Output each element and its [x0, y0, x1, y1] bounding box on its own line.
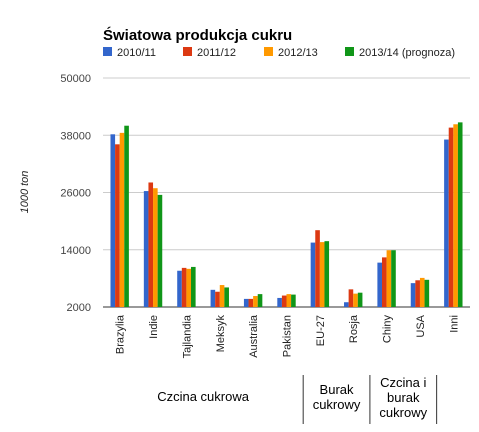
legend-swatch	[103, 47, 112, 56]
bar	[124, 125, 129, 307]
y-tick-label: 50000	[60, 73, 91, 85]
bar	[348, 289, 354, 307]
legend-label: 2013/14 (prognoza)	[359, 47, 455, 59]
category-label: Pakistan	[282, 315, 294, 357]
bar	[257, 294, 263, 307]
bar	[419, 277, 425, 307]
bar	[219, 285, 225, 307]
bar	[224, 287, 229, 307]
category-label: USA	[415, 314, 427, 337]
category-label: Brazylia	[115, 314, 127, 354]
category-label: Rosja	[348, 314, 360, 343]
bar	[357, 292, 363, 307]
legend-swatch	[264, 47, 273, 56]
legend-swatch	[183, 47, 192, 56]
y-tick-label: 26000	[60, 188, 91, 200]
bar	[115, 144, 120, 307]
category-labels: Brazylia Indie Tajlandia Meksyk Australia Pak…	[115, 314, 461, 358]
bar	[448, 127, 454, 307]
bars	[110, 122, 463, 308]
bar	[353, 293, 358, 307]
bar	[215, 291, 220, 307]
bar	[186, 268, 192, 307]
bar	[210, 289, 216, 307]
group-label: Czcina cukrowa	[157, 389, 250, 404]
bar	[410, 283, 416, 307]
category-label: Meksyk	[215, 315, 227, 353]
bar	[157, 194, 163, 307]
legend-label: 2011/12	[197, 47, 236, 59]
bar	[143, 191, 149, 307]
legend-swatch	[345, 47, 354, 56]
bar	[148, 182, 154, 307]
category-label: Australia	[248, 314, 260, 358]
bar	[315, 230, 320, 307]
bar	[286, 294, 292, 307]
bar	[444, 139, 449, 307]
group-label: cukrowy	[379, 405, 427, 420]
bar	[110, 134, 116, 307]
bar	[344, 302, 349, 307]
legend-label: 2010/11	[117, 47, 156, 59]
bar	[248, 298, 254, 307]
y-axis-label: 1000 ton	[19, 171, 31, 214]
bar	[281, 295, 287, 307]
legend: 2010/11 2011/12 2012/13 2013/14 (prognoza)	[103, 47, 455, 59]
bar	[181, 267, 187, 307]
y-tick-label: 38000	[60, 130, 91, 142]
bar	[453, 124, 458, 307]
category-label: Indie	[148, 315, 160, 339]
category-label: Inni	[448, 315, 460, 333]
bar	[319, 242, 325, 307]
bar	[391, 250, 396, 307]
chart-title: Światowa produkcja cukru	[103, 26, 292, 44]
bar	[243, 298, 249, 307]
group-label: Czcina i	[380, 375, 426, 390]
group-label: cukrowy	[313, 397, 361, 412]
bar	[324, 241, 330, 307]
category-label: Chiny	[382, 315, 394, 344]
bar	[191, 266, 196, 307]
category-label: EU-27	[315, 315, 327, 346]
bar	[381, 257, 387, 307]
y-tick-label: 2000	[67, 302, 91, 314]
bar	[253, 296, 258, 307]
bar	[153, 188, 158, 307]
bar	[415, 280, 420, 307]
group-label: burak	[387, 390, 420, 405]
y-tick-label: 14000	[60, 245, 91, 257]
bar	[386, 250, 392, 307]
grid	[103, 77, 470, 308]
legend-label: 2012/13	[278, 47, 318, 59]
group-label: Burak	[320, 382, 354, 397]
y-axis-ticks: 2000 14000 26000 38000 50000	[60, 73, 91, 314]
bar	[177, 270, 182, 307]
bar	[119, 132, 125, 307]
category-label: Tajlandia	[181, 314, 193, 358]
bar	[457, 122, 463, 308]
bar	[424, 279, 430, 307]
bar	[277, 297, 282, 307]
bar	[310, 242, 316, 307]
bar	[377, 262, 382, 307]
bar	[291, 294, 296, 307]
